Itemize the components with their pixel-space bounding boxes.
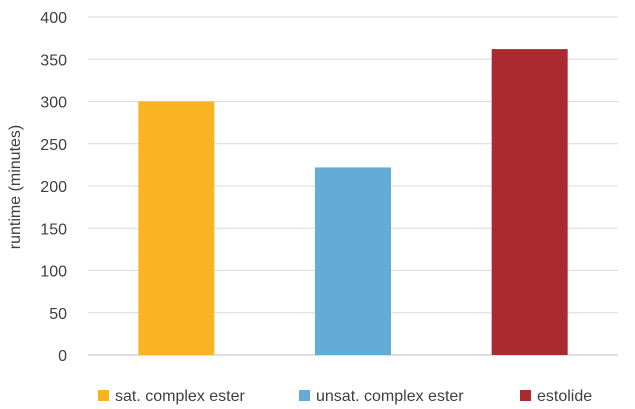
y-tick-label-400: 400 <box>40 10 67 27</box>
bars <box>138 49 568 356</box>
bar-sat-complex-ester <box>138 101 215 355</box>
y-tick-label-0: 0 <box>58 348 67 365</box>
legend-label: unsat. complex ester <box>316 388 464 405</box>
legend-swatch <box>299 390 310 401</box>
legend: sat. complex ester unsat. complex ester es… <box>98 388 592 405</box>
legend-swatch <box>520 390 531 401</box>
y-tick-label-200: 200 <box>40 179 67 196</box>
y-axis-ticks: 0 50 100 150 200 250 300 350 400 <box>40 10 67 365</box>
legend-label: sat. complex ester <box>115 388 246 405</box>
y-tick-label-50: 50 <box>49 306 67 323</box>
legend-label: estolide <box>537 388 592 405</box>
bar-estolide <box>491 49 568 356</box>
y-tick-label-350: 350 <box>40 52 67 69</box>
y-axis-title: runtime (minutes) <box>7 125 24 249</box>
y-tick-label-300: 300 <box>40 95 67 112</box>
y-tick-label-250: 250 <box>40 137 67 154</box>
legend-item-sat-complex-ester: sat. complex ester <box>98 388 246 405</box>
legend-item-estolide: estolide <box>520 388 592 405</box>
y-tick-label-150: 150 <box>40 221 67 238</box>
y-tick-label-100: 100 <box>40 264 67 281</box>
legend-swatch <box>98 390 109 401</box>
legend-item-unsat-complex-ester: unsat. complex ester <box>299 388 464 405</box>
bar-unsat-complex-ester <box>315 167 391 355</box>
